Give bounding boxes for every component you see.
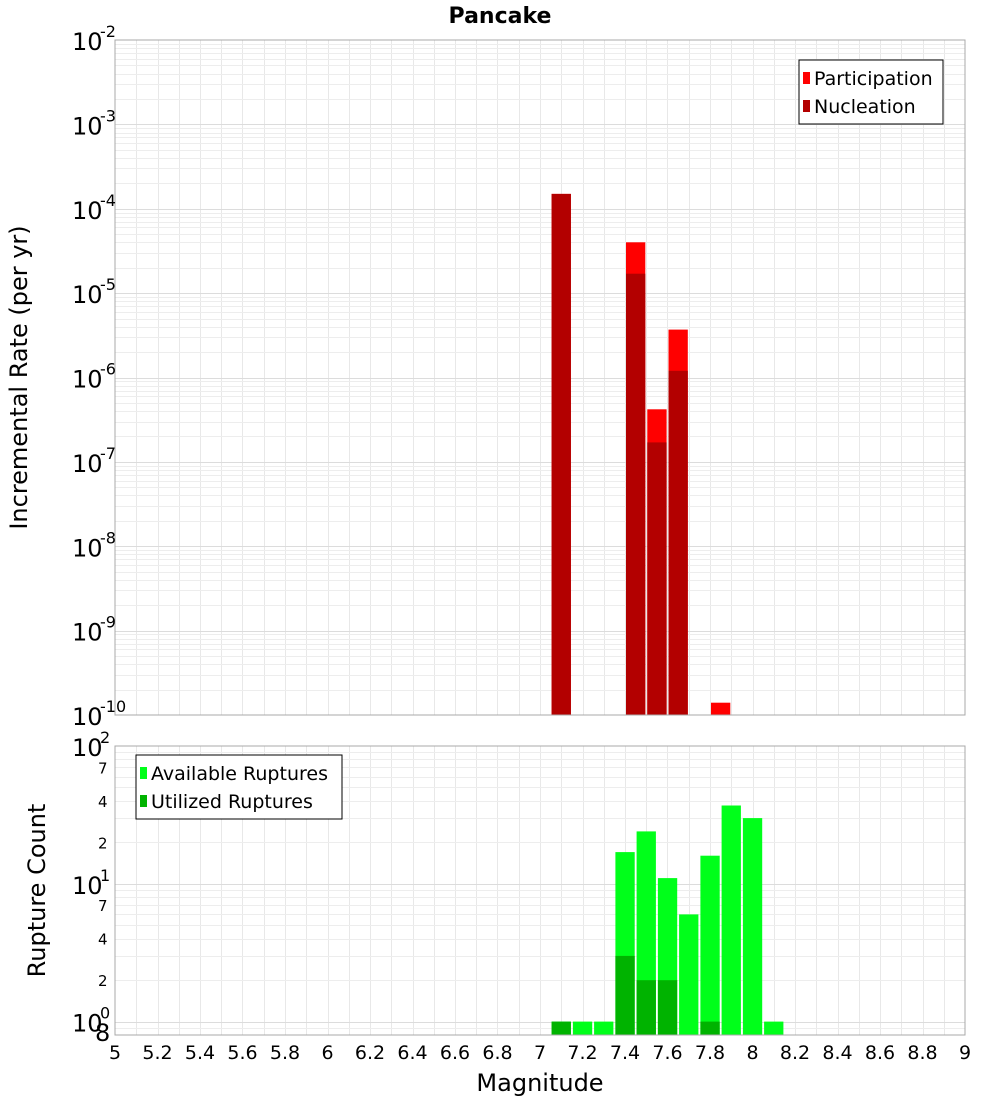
plot-frame bbox=[114, 745, 966, 1036]
x-tick-label: 7.4 bbox=[610, 1042, 640, 1064]
bar-utilized-0 bbox=[551, 1021, 571, 1035]
bar-nucleation-0 bbox=[626, 273, 646, 715]
x-tick-label: 6 bbox=[321, 1042, 333, 1064]
bar-utilized-0 bbox=[657, 980, 678, 1035]
x-tick-label: 8.6 bbox=[865, 1042, 895, 1064]
y-minor-tick-label: 4 bbox=[98, 793, 108, 811]
y-tick-exponent: -6 bbox=[100, 360, 116, 379]
x-tick-label: 8.8 bbox=[907, 1042, 937, 1064]
legend-box bbox=[798, 59, 944, 125]
bar-available-0 bbox=[721, 805, 741, 1035]
x-tick-label: 6.6 bbox=[440, 1042, 470, 1064]
x-tick-label: 5.6 bbox=[227, 1042, 257, 1064]
x-tick-label: 8.2 bbox=[780, 1042, 810, 1064]
bar-utilized-0 bbox=[636, 980, 656, 1035]
legend-label: Available Ruptures bbox=[151, 763, 328, 785]
bar-nucleation-0 bbox=[668, 370, 688, 715]
bar-available-0 bbox=[742, 818, 763, 1035]
plot-frame bbox=[114, 39, 966, 716]
legend-box bbox=[135, 754, 343, 820]
x-tick-label: 7 bbox=[534, 1042, 546, 1064]
y-tick-exponent: -8 bbox=[100, 528, 116, 547]
y-tick-exponent: -4 bbox=[100, 191, 116, 210]
y-tick-exponent: -3 bbox=[100, 106, 116, 125]
y-minor-tick-label: 2 bbox=[98, 972, 108, 990]
x-tick-label: 6.8 bbox=[482, 1042, 512, 1064]
x-tick-label: 8 bbox=[746, 1042, 758, 1064]
y-tick-base: 10 bbox=[72, 1010, 103, 1038]
legend-swatch bbox=[140, 767, 147, 779]
gridlines bbox=[115, 40, 965, 715]
y-tick-base: 10 bbox=[72, 366, 103, 394]
legend-label: Participation bbox=[814, 68, 933, 90]
y-tick-base: 10 bbox=[72, 619, 103, 647]
bar-participation-0 bbox=[711, 702, 731, 715]
legend-label: Utilized Ruptures bbox=[151, 791, 313, 813]
y-tick-exponent: 2 bbox=[100, 728, 110, 747]
y-tick-base: 10 bbox=[72, 28, 103, 56]
y-tick-exponent: 0 bbox=[100, 1004, 110, 1023]
chart-title: Pancake bbox=[449, 4, 552, 29]
x-tick-label: 6.4 bbox=[397, 1042, 427, 1064]
bar-utilized-0 bbox=[615, 955, 635, 1035]
x-tick-label: 5 bbox=[109, 1042, 121, 1064]
y-tick-exponent: -5 bbox=[100, 275, 116, 294]
x-tick-label: 5.8 bbox=[270, 1042, 300, 1064]
y-tick-exponent: -2 bbox=[100, 22, 116, 41]
y-tick-exponent: -7 bbox=[100, 444, 116, 463]
y-tick-base: 10 bbox=[72, 197, 103, 225]
utilized-series-0 bbox=[551, 955, 720, 1035]
legend-swatch bbox=[803, 72, 810, 84]
x-tick-label: 5.4 bbox=[185, 1042, 215, 1064]
x-tick-label: 6.2 bbox=[355, 1042, 385, 1064]
incremental-rate-chart: 10-210-310-410-510-610-710-810-910-10Inc… bbox=[5, 22, 966, 731]
y-minor-tick-label: 8 bbox=[95, 1019, 110, 1047]
legend-label: Nucleation bbox=[814, 96, 916, 118]
y-tick-exponent: -10 bbox=[100, 697, 126, 716]
bar-available-0 bbox=[572, 1021, 593, 1035]
y-tick-exponent: 1 bbox=[100, 866, 110, 885]
bar-available-0 bbox=[764, 1021, 784, 1035]
nucleation-series-0 bbox=[551, 193, 688, 715]
y-tick-base: 10 bbox=[72, 281, 103, 309]
x-tick-label: 9 bbox=[959, 1042, 971, 1064]
bar-nucleation-0 bbox=[647, 442, 667, 715]
y-minor-tick-label: 2 bbox=[98, 834, 108, 852]
y-minor-tick-label: 4 bbox=[98, 931, 108, 949]
y-axis-title: Rupture Count bbox=[23, 804, 51, 978]
y-tick-exponent: -9 bbox=[100, 613, 116, 632]
bar-nucleation-0 bbox=[551, 193, 571, 715]
y-minor-tick-label: 7 bbox=[98, 897, 108, 915]
y-tick-base: 10 bbox=[72, 112, 103, 140]
y-minor-tick-label: 7 bbox=[98, 759, 108, 777]
x-axis-title: Magnitude bbox=[476, 1069, 603, 1097]
x-tick-label: 7.8 bbox=[695, 1042, 725, 1064]
bar-utilized-0 bbox=[700, 1021, 720, 1035]
x-tick-label: 5.2 bbox=[142, 1042, 172, 1064]
bar-available-0 bbox=[679, 914, 699, 1035]
x-tick-label: 8.4 bbox=[822, 1042, 852, 1064]
x-tick-label: 7.6 bbox=[652, 1042, 682, 1064]
bar-available-0 bbox=[700, 855, 720, 1035]
y-tick-base: 10 bbox=[72, 703, 103, 731]
y-axis-title: Incremental Rate (per yr) bbox=[5, 225, 33, 529]
legend-swatch bbox=[140, 795, 147, 807]
x-tick-label: 7.2 bbox=[567, 1042, 597, 1064]
y-tick-base: 10 bbox=[72, 534, 103, 562]
y-tick-base: 10 bbox=[72, 872, 103, 900]
bar-available-0 bbox=[594, 1021, 614, 1035]
legend-swatch bbox=[803, 100, 810, 112]
y-tick-base: 10 bbox=[72, 450, 103, 478]
y-tick-base: 10 bbox=[72, 734, 103, 762]
